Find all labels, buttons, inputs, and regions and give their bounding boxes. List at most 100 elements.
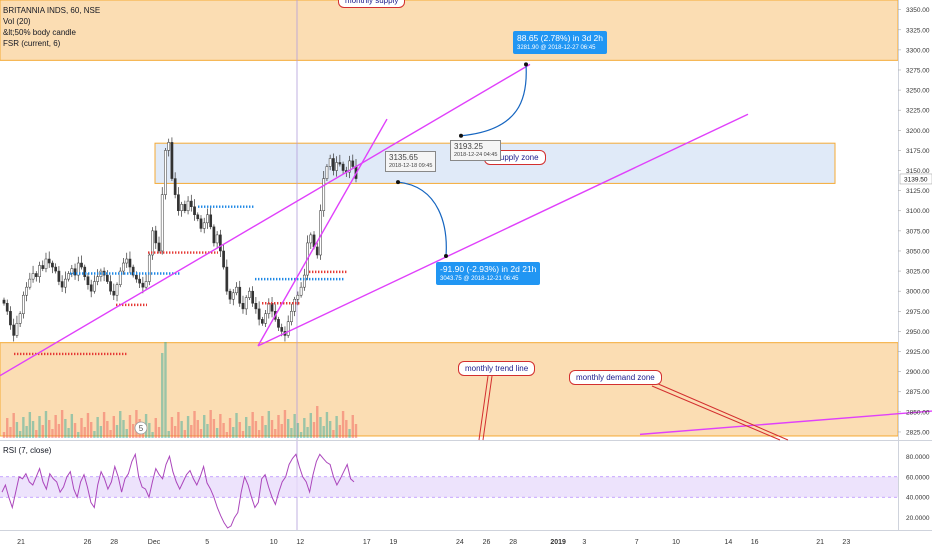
- price-tick-label: 2925.00: [906, 349, 930, 356]
- candle-body: [338, 162, 342, 165]
- candle-body: [147, 254, 151, 282]
- rsi-tick-label: 80.0000: [906, 454, 930, 461]
- indicator-fsr[interactable]: FSR (current, 6): [3, 39, 61, 48]
- candle-body: [180, 204, 183, 211]
- volume-bar: [341, 411, 345, 438]
- volume-bar: [203, 415, 206, 438]
- price-tick-label: 3125.00: [906, 188, 930, 195]
- trendline-steep: [257, 118, 388, 347]
- candle-body: [64, 278, 67, 288]
- trendline-lower-channel: [257, 113, 749, 347]
- candle-body: [248, 290, 251, 298]
- price-tick-label: 2950.00: [906, 329, 930, 336]
- candle-body: [302, 274, 306, 288]
- volume-bar: [257, 430, 261, 438]
- volume-bar: [286, 419, 290, 438]
- candle-body: [183, 204, 187, 211]
- volume-bar: [180, 421, 183, 438]
- volume-bar: [316, 406, 319, 438]
- x-tick-label: 21: [816, 539, 824, 546]
- candle-body: [118, 270, 122, 286]
- monthly-trend-line-label: monthly trend line: [458, 361, 536, 376]
- candle-body: [128, 258, 132, 268]
- volume-bar: [99, 426, 103, 438]
- volume-bar: [112, 416, 115, 438]
- volume-bar: [122, 420, 125, 438]
- rsi-line: [1, 452, 355, 529]
- candle-body: [131, 266, 135, 276]
- price-tick-label: 3300.00: [906, 47, 930, 54]
- x-tick-label: 19: [390, 539, 398, 546]
- candle-body: [348, 160, 351, 173]
- volume-bar: [70, 414, 74, 438]
- volume-bar: [151, 432, 154, 438]
- volume-bar: [157, 427, 161, 438]
- candle-body: [9, 311, 12, 326]
- volume-bar: [241, 431, 245, 438]
- candle-body: [51, 262, 54, 268]
- volume-bar: [186, 416, 190, 438]
- volume-bar: [31, 421, 35, 438]
- candle-body: [28, 278, 32, 288]
- candle-body: [70, 268, 74, 274]
- volume-bar: [280, 424, 283, 438]
- candle-body: [160, 194, 164, 252]
- volume-bar: [322, 426, 325, 438]
- volume-bar: [164, 342, 167, 438]
- x-tick-label: 7: [635, 539, 639, 546]
- volume-bar: [109, 430, 112, 438]
- volume-bar: [51, 429, 54, 438]
- candle-body: [138, 278, 141, 284]
- candle-body: [157, 242, 161, 252]
- projection-down-change: -91.90 (-2.93%) in 2d 21h: [440, 264, 537, 274]
- x-tick-label: 10: [672, 539, 680, 546]
- volume-bar: [277, 415, 280, 438]
- x-tick-label: Dec: [148, 539, 161, 546]
- candle-body: [96, 276, 100, 282]
- volume-bar: [77, 432, 80, 438]
- candle-body: [257, 308, 261, 320]
- candle-body: [196, 214, 200, 220]
- volume-badge: [134, 421, 148, 435]
- price-tick-label: 2900.00: [906, 369, 930, 376]
- indicator-volume[interactable]: Vol (20): [3, 17, 31, 26]
- volume-bar: [235, 413, 238, 438]
- volume-bar: [57, 424, 61, 438]
- candle-body: [34, 273, 38, 277]
- rsi-label[interactable]: RSI (7, close): [3, 446, 52, 455]
- candle-body: [89, 284, 93, 292]
- candle-body: [335, 162, 338, 171]
- price-tick-label: 2850.00: [906, 409, 930, 416]
- candle-body: [18, 313, 22, 324]
- volume-bar: [183, 430, 187, 438]
- rsi-tick-label: 20.0000: [906, 515, 930, 522]
- volume-bar: [38, 416, 41, 438]
- candle-body: [12, 324, 16, 336]
- volume-bar: [86, 413, 90, 438]
- volume-bar: [131, 424, 135, 438]
- candle-body: [60, 281, 64, 288]
- price-tick-label: 2825.00: [906, 429, 930, 436]
- indicator-body-candle[interactable]: &lt;50% body candle: [3, 28, 76, 37]
- volume-bar: [209, 410, 212, 438]
- volume-bar: [170, 417, 174, 438]
- price-tick-label: 3100.00: [906, 208, 930, 215]
- volume-bar: [125, 429, 128, 438]
- candle-body: [315, 246, 319, 256]
- candle-body: [225, 266, 229, 292]
- candle-body: [325, 166, 329, 179]
- volume-bar: [35, 430, 38, 438]
- volume-bar: [338, 425, 342, 438]
- price-tick-label: 3025.00: [906, 269, 930, 276]
- price-tick-label: 3325.00: [906, 27, 930, 34]
- x-tick-label: 24: [456, 539, 464, 546]
- candle-body: [15, 323, 19, 336]
- x-tick-label: 10: [270, 539, 278, 546]
- volume-bar: [9, 427, 12, 438]
- candle-body: [109, 281, 112, 292]
- projection-up-box: 88.65 (2.78%) in 3d 2h 3281.90 @ 2018-12…: [513, 31, 608, 54]
- price-tick-label: 3175.00: [906, 148, 930, 155]
- price-tick-label: 3050.00: [906, 248, 930, 255]
- price-tick-label: 3250.00: [906, 88, 930, 95]
- volume-bar: [345, 420, 348, 438]
